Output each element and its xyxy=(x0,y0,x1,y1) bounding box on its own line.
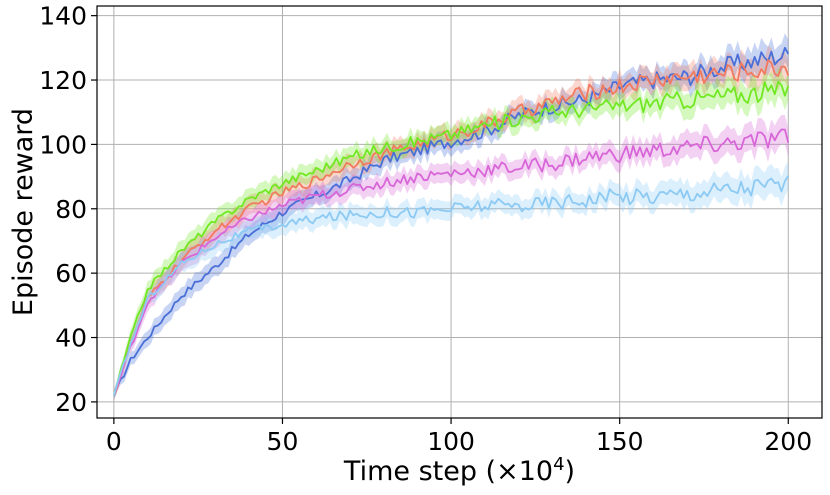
series-band-3 xyxy=(113,115,789,401)
y-tick-label: 140 xyxy=(39,2,87,31)
x-axis-label-main: Time step (×10 xyxy=(343,456,553,487)
x-axis-label-sup: 4 xyxy=(553,454,564,475)
series-line-3 xyxy=(113,128,790,396)
x-tick-label: 50 xyxy=(267,427,299,456)
y-tick-label: 40 xyxy=(55,324,87,353)
y-axis-label: Episode reward xyxy=(8,108,39,316)
x-tick-label: 200 xyxy=(764,427,812,456)
x-axis-label: Time step (×104) xyxy=(343,454,575,488)
y-tick-label: 100 xyxy=(39,130,87,159)
series-line-4 xyxy=(113,175,790,396)
y-tick-label: 120 xyxy=(39,66,87,95)
tick-layer: 0 50 100 150 200 20 40 60 80 100 120 140 xyxy=(39,2,812,456)
series-band-4 xyxy=(113,161,789,401)
plot-frame xyxy=(96,5,823,419)
y-tick-label: 20 xyxy=(55,388,87,417)
series-band-2 xyxy=(113,67,789,401)
series-line-2 xyxy=(113,80,790,396)
series-line-1 xyxy=(113,59,790,396)
x-tick-label: 0 xyxy=(106,427,122,456)
y-tick-label: 60 xyxy=(55,259,87,288)
series-band-0 xyxy=(113,33,789,401)
series-band-1 xyxy=(113,45,789,401)
x-tick-label: 100 xyxy=(427,427,475,456)
x-axis-label-close: ) xyxy=(565,456,576,487)
band-layer xyxy=(113,33,789,401)
series-line-0 xyxy=(113,46,790,396)
y-tick-label: 80 xyxy=(55,195,87,224)
line-layer xyxy=(113,46,790,396)
x-tick-label: 150 xyxy=(596,427,644,456)
